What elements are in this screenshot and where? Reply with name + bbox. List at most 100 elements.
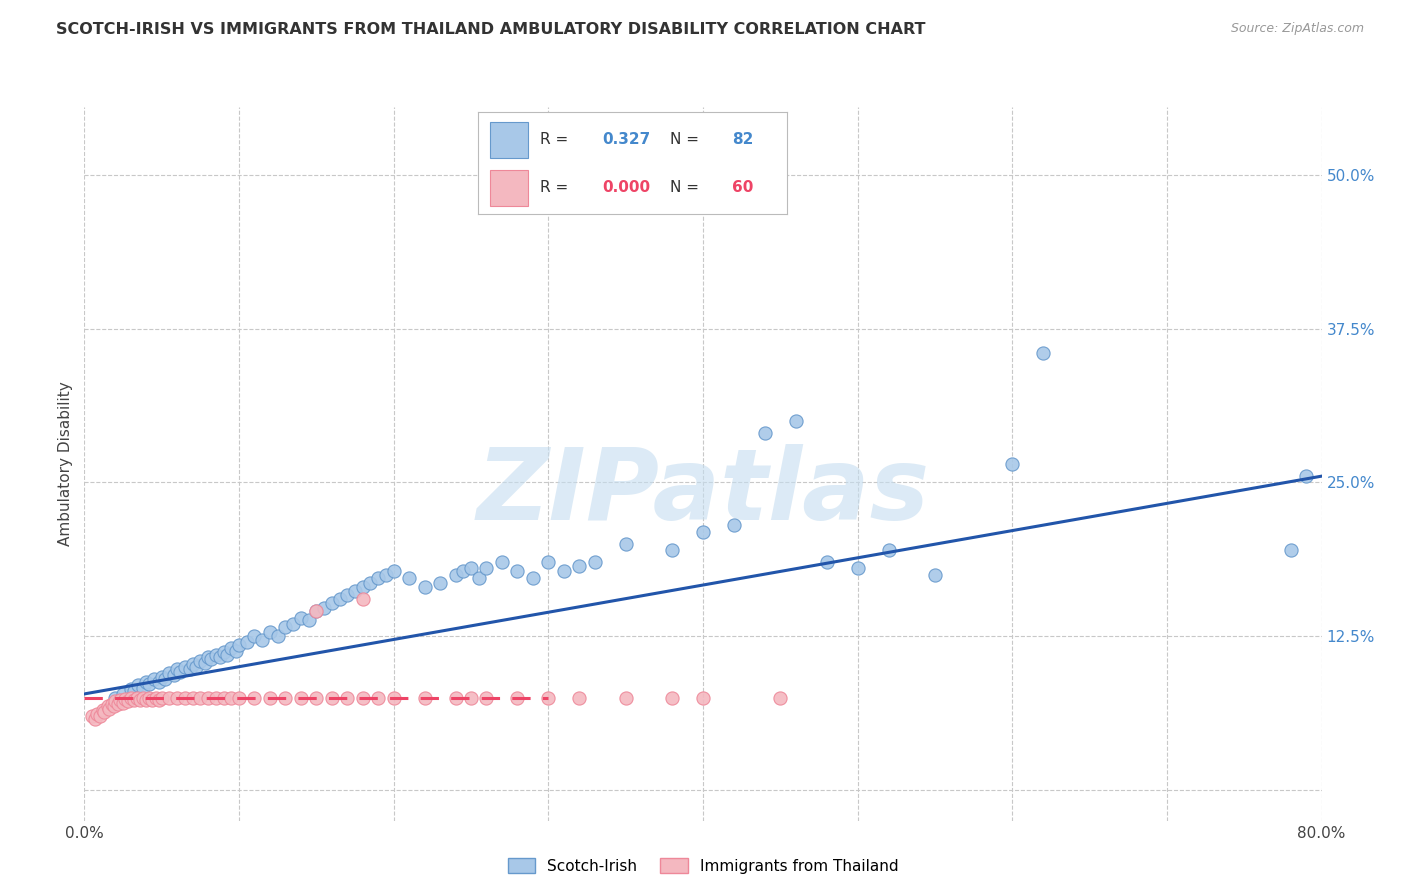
Point bbox=[153, 672, 176, 686]
Point bbox=[112, 696, 135, 710]
Point bbox=[122, 693, 145, 707]
Text: N =: N = bbox=[669, 132, 699, 146]
Text: SCOTCH-IRISH VS IMMIGRANTS FROM THAILAND AMBULATORY DISABILITY CORRELATION CHART: SCOTCH-IRISH VS IMMIGRANTS FROM THAILAND… bbox=[56, 22, 925, 37]
Point bbox=[444, 690, 467, 705]
Point bbox=[129, 693, 152, 707]
Point bbox=[197, 690, 219, 705]
Point bbox=[107, 697, 129, 711]
Point bbox=[460, 561, 482, 575]
Point bbox=[82, 709, 104, 723]
Point bbox=[267, 629, 290, 643]
Point bbox=[468, 571, 491, 585]
Point bbox=[200, 652, 222, 666]
Point bbox=[112, 687, 135, 701]
Point bbox=[506, 564, 529, 578]
Point bbox=[174, 690, 197, 705]
Point bbox=[243, 690, 266, 705]
Text: ZIPatlas: ZIPatlas bbox=[477, 444, 929, 541]
Y-axis label: Ambulatory Disability: Ambulatory Disability bbox=[58, 382, 73, 546]
Point bbox=[382, 564, 405, 578]
Point bbox=[194, 656, 217, 670]
Point bbox=[382, 690, 405, 705]
Point bbox=[148, 674, 170, 689]
Point bbox=[661, 690, 683, 705]
Point bbox=[150, 670, 173, 684]
Point bbox=[138, 690, 160, 705]
Text: 82: 82 bbox=[731, 132, 754, 146]
Point bbox=[150, 690, 173, 705]
Point bbox=[283, 616, 305, 631]
Point bbox=[135, 674, 157, 689]
Point bbox=[336, 690, 359, 705]
Point bbox=[135, 693, 157, 707]
Point bbox=[413, 690, 436, 705]
Point bbox=[252, 632, 274, 647]
Point bbox=[336, 589, 359, 603]
FancyBboxPatch shape bbox=[491, 170, 527, 206]
Point bbox=[367, 690, 389, 705]
Point bbox=[148, 693, 170, 707]
FancyBboxPatch shape bbox=[491, 122, 527, 158]
Point bbox=[104, 690, 127, 705]
Point bbox=[769, 690, 792, 705]
Point bbox=[815, 555, 838, 569]
Point bbox=[103, 699, 125, 714]
Point bbox=[125, 690, 148, 705]
Point bbox=[259, 690, 281, 705]
Point bbox=[132, 690, 155, 705]
Point bbox=[89, 709, 111, 723]
Point bbox=[141, 693, 163, 707]
Point bbox=[228, 638, 250, 652]
Point bbox=[221, 690, 243, 705]
Point bbox=[181, 657, 204, 672]
Point bbox=[314, 600, 336, 615]
Point bbox=[290, 610, 312, 624]
Point bbox=[93, 706, 115, 720]
Point bbox=[215, 648, 238, 662]
Point bbox=[120, 690, 142, 705]
Point bbox=[138, 677, 160, 691]
Point bbox=[453, 564, 475, 578]
Point bbox=[117, 691, 139, 706]
Point bbox=[692, 524, 714, 539]
Point bbox=[924, 567, 946, 582]
Point bbox=[101, 697, 124, 711]
Point bbox=[236, 635, 259, 649]
Point bbox=[329, 592, 352, 607]
Point bbox=[159, 690, 181, 705]
Point bbox=[367, 571, 389, 585]
Point bbox=[212, 690, 235, 705]
Point bbox=[352, 690, 374, 705]
Point bbox=[128, 678, 150, 692]
Text: N =: N = bbox=[669, 180, 699, 195]
Text: 60: 60 bbox=[731, 180, 754, 195]
Text: 0.327: 0.327 bbox=[602, 132, 650, 146]
Point bbox=[661, 543, 683, 558]
Point bbox=[212, 645, 235, 659]
Point bbox=[108, 693, 131, 707]
Point bbox=[360, 576, 382, 591]
Point bbox=[877, 543, 900, 558]
Point bbox=[159, 665, 181, 680]
Point bbox=[1032, 346, 1054, 360]
Point bbox=[221, 641, 243, 656]
Point bbox=[429, 576, 451, 591]
Point bbox=[184, 660, 207, 674]
Point bbox=[413, 580, 436, 594]
Point bbox=[553, 564, 575, 578]
Text: R =: R = bbox=[540, 132, 568, 146]
Point bbox=[290, 690, 312, 705]
Point bbox=[122, 684, 145, 698]
Point bbox=[188, 654, 212, 668]
Point bbox=[91, 703, 114, 717]
Point bbox=[537, 555, 560, 569]
Point bbox=[614, 690, 637, 705]
Point bbox=[444, 567, 467, 582]
Point bbox=[1001, 457, 1024, 471]
Point bbox=[475, 690, 498, 705]
Point bbox=[298, 613, 321, 627]
Point bbox=[205, 690, 228, 705]
Point bbox=[537, 690, 560, 705]
Point bbox=[98, 701, 121, 715]
Point bbox=[352, 580, 374, 594]
